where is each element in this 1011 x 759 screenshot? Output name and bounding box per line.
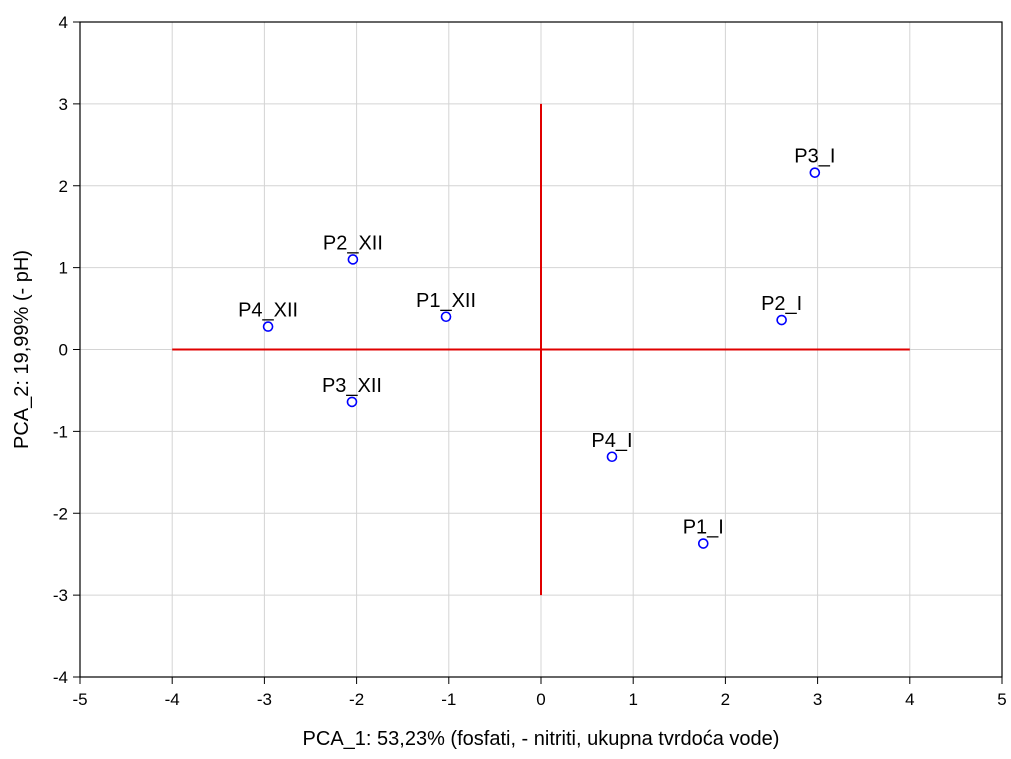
y-tick-label: 3 (59, 95, 68, 114)
point-label: P1_XII (416, 290, 476, 312)
point-label: P3_XII (322, 375, 382, 397)
x-tick-label: 4 (905, 690, 914, 709)
point-label: P2_I (761, 293, 802, 315)
point-label: P4_I (591, 430, 632, 452)
x-tick-label: -5 (72, 690, 87, 709)
y-tick-label: 4 (59, 13, 68, 32)
data-point (347, 254, 359, 265)
data-point (262, 321, 274, 332)
point-label: P2_XII (323, 232, 383, 254)
y-tick-label: -3 (53, 586, 68, 605)
x-tick-label: -2 (349, 690, 364, 709)
x-tick-label: -3 (257, 690, 272, 709)
data-points: P3_I P2_XII P1_XII P4_XII P2_I P3_XII P4_I P1_I (238, 146, 835, 549)
point-label: P1_I (683, 517, 724, 539)
data-point (440, 311, 452, 323)
data-point (776, 314, 787, 326)
y-axis-title: PCA_2: 19,99% (- pH) (11, 250, 33, 449)
y-tick-label: 0 (59, 341, 68, 360)
x-tick-label: 0 (536, 690, 545, 709)
y-tick-label: -4 (53, 668, 68, 687)
x-tick-label: 3 (813, 690, 822, 709)
x-tick-label: -1 (441, 690, 456, 709)
x-tick-label: 5 (997, 690, 1006, 709)
point-label: P4_XII (238, 300, 298, 322)
data-point (346, 396, 358, 408)
x-tick-label: 1 (628, 690, 637, 709)
reference-lines (172, 103, 910, 596)
point-label: P3_I (794, 146, 835, 168)
data-point (606, 451, 618, 463)
y-tick-label: 1 (59, 259, 68, 278)
x-axis-title: PCA_1: 53,23% (fosfati, - nitriti, ukupn… (303, 728, 780, 750)
y-tick-label: 2 (59, 177, 68, 196)
y-tick-label: -1 (53, 422, 68, 441)
x-tick-label: 2 (721, 690, 730, 709)
data-point (697, 538, 709, 549)
y-tick-label: -2 (53, 504, 68, 523)
x-tick-label: -4 (165, 690, 180, 709)
data-point (809, 167, 821, 178)
